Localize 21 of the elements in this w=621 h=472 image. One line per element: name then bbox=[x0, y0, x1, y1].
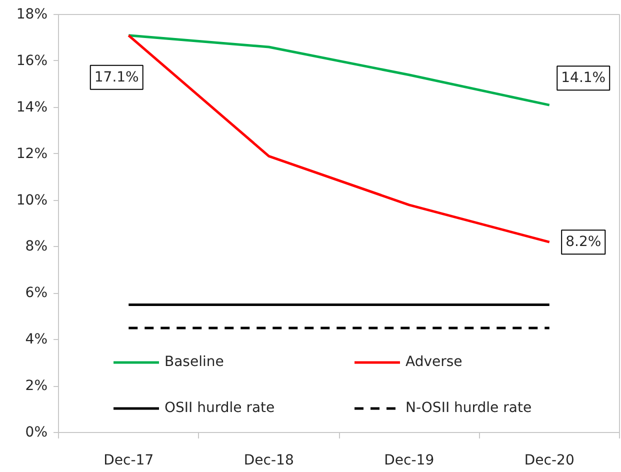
legend-label: OSII hurdle rate bbox=[164, 400, 276, 416]
y-tick-label: 18% bbox=[16, 6, 48, 22]
x-tick-label: Dec-19 bbox=[384, 452, 434, 468]
y-tick-label: 2% bbox=[25, 378, 48, 394]
y-tick-label: 4% bbox=[25, 332, 48, 348]
y-tick-label: 12% bbox=[16, 146, 48, 162]
y-tick-label: 8% bbox=[25, 238, 48, 255]
x-tick-label: Dec-20 bbox=[524, 452, 574, 468]
data-label: 8.2% bbox=[566, 234, 602, 250]
y-tick-label: 6% bbox=[25, 285, 48, 302]
data-label: 17.1% bbox=[94, 69, 139, 86]
y-tick-label: 16% bbox=[16, 52, 48, 69]
x-tick-label: Dec-17 bbox=[104, 452, 154, 468]
legend-label: Baseline bbox=[164, 354, 225, 370]
y-tick-label: 0% bbox=[25, 424, 48, 440]
y-tick-label: 10% bbox=[16, 192, 48, 208]
data-label: 14.1% bbox=[561, 70, 606, 86]
y-tick-label: 14% bbox=[16, 99, 48, 116]
legend-label: Adverse bbox=[406, 354, 464, 370]
legend-label: N-OSII hurdle rate bbox=[406, 400, 533, 416]
x-tick-label: Dec-18 bbox=[244, 452, 294, 468]
